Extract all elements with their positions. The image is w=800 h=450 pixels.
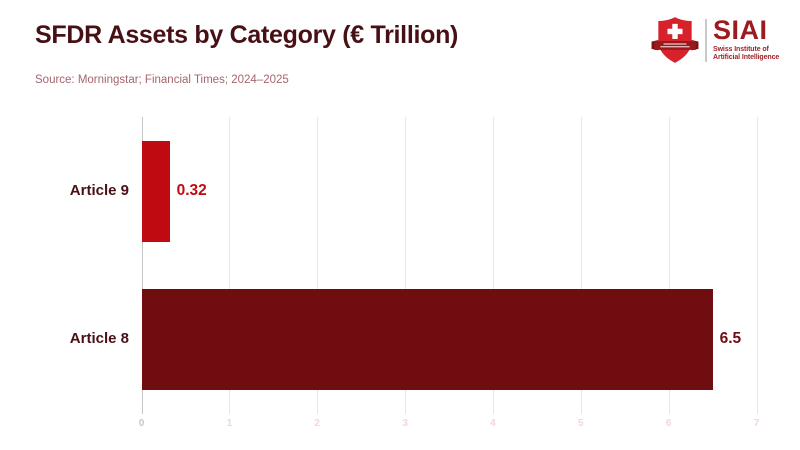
gridline-6 [668, 117, 670, 414]
bar-article-9 [141, 140, 170, 242]
logo-text: SIAI Swiss Institute of Artificial Intel… [713, 15, 779, 61]
x-tick-label-3: 3 [402, 418, 408, 429]
gridline-4 [492, 117, 494, 414]
gridline-0 [141, 117, 143, 414]
x-tick-label-0: 0 [138, 418, 145, 429]
x-tick-label-1: 1 [226, 418, 233, 429]
logo-name: Swiss Institute of Artificial Intelligen… [713, 46, 779, 61]
siai-shield-icon [651, 17, 699, 63]
ribbon-banner [654, 41, 696, 50]
value-label-article-9: 0.32 [176, 181, 207, 199]
x-tick-label-6: 6 [665, 418, 672, 429]
gridline-7 [756, 117, 758, 414]
x-tick-label-7: 7 [753, 418, 760, 429]
logo-name-line2: Artificial Intelligence [713, 53, 780, 61]
x-tick-label-5: 5 [578, 418, 584, 429]
shield-shape [658, 17, 692, 63]
gridline-3 [405, 117, 407, 414]
category-label-article-9: Article 9 [69, 181, 129, 199]
x-tick-label-2: 2 [314, 418, 320, 429]
category-label-article-8: Article 8 [69, 330, 129, 348]
gridline-2 [317, 117, 319, 414]
gridline-5 [580, 117, 582, 414]
logo-divider [705, 18, 707, 62]
bar-article-8 [141, 289, 713, 391]
chart-title: SFDR Assets by Category (€ Trillion) [35, 21, 459, 49]
logo-name-line1: Swiss Institute of [713, 46, 769, 54]
logo-acronym: SIAI [713, 15, 768, 46]
cross-horizontal [667, 28, 683, 35]
source-caption: Source: Morningstar; Financial Times; 20… [35, 74, 289, 86]
siai-logo: SIAI Swiss Institute of Artificial Intel… [650, 14, 779, 66]
x-tick-label-4: 4 [490, 418, 496, 429]
gridline-1 [229, 117, 231, 414]
ribbon-text-line [660, 46, 690, 48]
value-label-article-8: 6.5 [719, 330, 742, 348]
ribbon-text-line [663, 43, 687, 45]
